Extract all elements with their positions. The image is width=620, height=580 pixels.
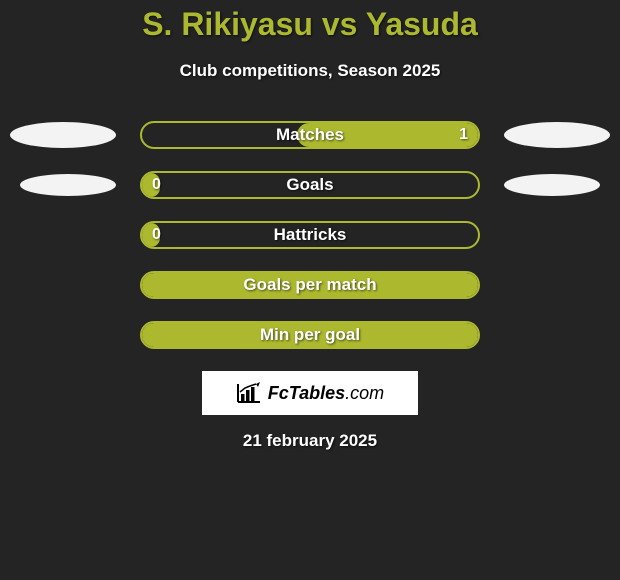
bar-chart-icon [236, 382, 262, 404]
logo: FcTables.com [236, 382, 384, 404]
date-label: 21 february 2025 [0, 431, 620, 451]
comparison-infographic: S. Rikiyasu vs Yasuda Club competitions,… [0, 0, 620, 451]
stat-value-left: 0 [152, 226, 161, 244]
stat-value-left: 0 [152, 176, 161, 194]
stat-row: Goals0 [0, 171, 620, 199]
stat-label: Min per goal [142, 325, 478, 345]
stat-row: Hattricks0 [0, 221, 620, 249]
stat-bar: Goals0 [140, 171, 480, 199]
stat-label: Matches [142, 125, 478, 145]
logo-text: FcTables.com [268, 383, 384, 404]
page-title: S. Rikiyasu vs Yasuda [0, 6, 620, 43]
stat-label: Goals [142, 175, 478, 195]
player-right-marker [504, 174, 600, 196]
player-left-marker [10, 122, 116, 148]
stat-row: Matches1 [0, 121, 620, 149]
stat-label: Hattricks [142, 225, 478, 245]
logo-suffix: .com [345, 383, 384, 403]
stat-label: Goals per match [142, 275, 478, 295]
subtitle: Club competitions, Season 2025 [0, 61, 620, 81]
logo-box: FcTables.com [202, 371, 418, 415]
stat-bar: Min per goal [140, 321, 480, 349]
stat-bar: Hattricks0 [140, 221, 480, 249]
player-right-marker [504, 122, 610, 148]
logo-brand: FcTables [268, 383, 345, 403]
stat-value-right: 1 [459, 126, 468, 144]
player-left-marker [20, 174, 116, 196]
stat-rows: Matches1Goals0Hattricks0Goals per matchM… [0, 121, 620, 349]
stat-row: Min per goal [0, 321, 620, 349]
stat-row: Goals per match [0, 271, 620, 299]
stat-bar: Goals per match [140, 271, 480, 299]
stat-bar: Matches1 [140, 121, 480, 149]
